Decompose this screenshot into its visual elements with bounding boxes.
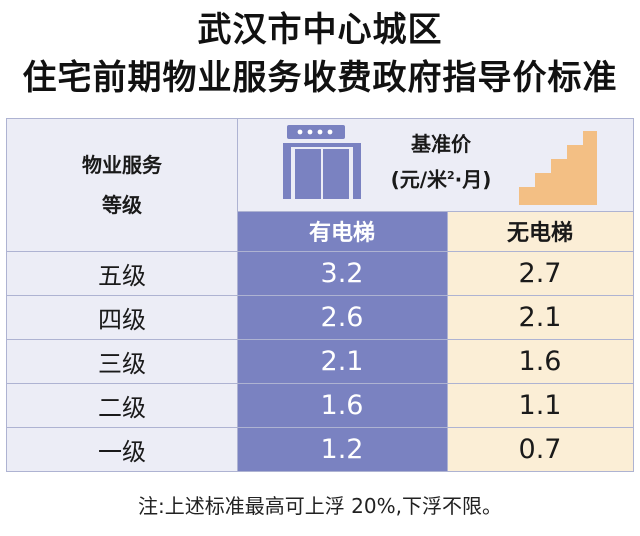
- with-lift-header: 有电梯: [237, 211, 447, 251]
- row-level: 一级: [98, 437, 146, 466]
- grid-line: [7, 427, 633, 428]
- level-header-line1: 物业服务: [82, 153, 162, 177]
- page-title-line2: 住宅前期物业服务收费政府指导价标准: [22, 58, 618, 98]
- footnote: 注:上述标准最高可上浮 20%,下浮不限。: [138, 494, 502, 518]
- grid-line: [447, 211, 448, 471]
- price-header-title: 基准价: [411, 132, 471, 156]
- row-without-lift: 0.7: [447, 427, 633, 471]
- row-without-lift: 2.1: [447, 295, 633, 339]
- row-without-lift: 2.7: [447, 251, 633, 295]
- row-level: 二级: [98, 393, 146, 422]
- grid-line: [237, 211, 633, 212]
- row-with-lift: 2.1: [237, 339, 447, 383]
- row-level: 三级: [98, 349, 146, 378]
- row-level: 四级: [98, 305, 146, 334]
- row-level: 五级: [98, 261, 146, 290]
- level-header-line2: 等级: [102, 193, 142, 217]
- grid-line: [237, 119, 238, 471]
- price-header: 基准价 (元/米2·月): [237, 119, 633, 211]
- price-header-text: 基准价 (元/米2·月): [371, 129, 511, 197]
- grid-line: [7, 295, 633, 296]
- row-without-lift: 1.6: [447, 339, 633, 383]
- row-with-lift: 3.2: [237, 251, 447, 295]
- elevator-icon: [283, 125, 361, 199]
- grid-line: [7, 383, 633, 384]
- level-header: 物业服务 等级: [7, 119, 237, 251]
- row-with-lift: 1.2: [237, 427, 447, 471]
- price-header-unit: (元/米2·月): [390, 167, 492, 192]
- grid-line: [7, 251, 633, 252]
- grid-line: [7, 339, 633, 340]
- without-lift-header: 无电梯: [447, 211, 633, 251]
- row-with-lift: 2.6: [237, 295, 447, 339]
- row-without-lift: 1.1: [447, 383, 633, 427]
- row-with-lift: 1.6: [237, 383, 447, 427]
- page-title-line1: 武汉市中心城区: [197, 10, 443, 50]
- stairs-icon: [519, 131, 597, 205]
- price-table: 物业服务 等级 基准价 (元/米2·月) 有电梯 无电梯 五级 3.2 2.7 …: [6, 118, 634, 472]
